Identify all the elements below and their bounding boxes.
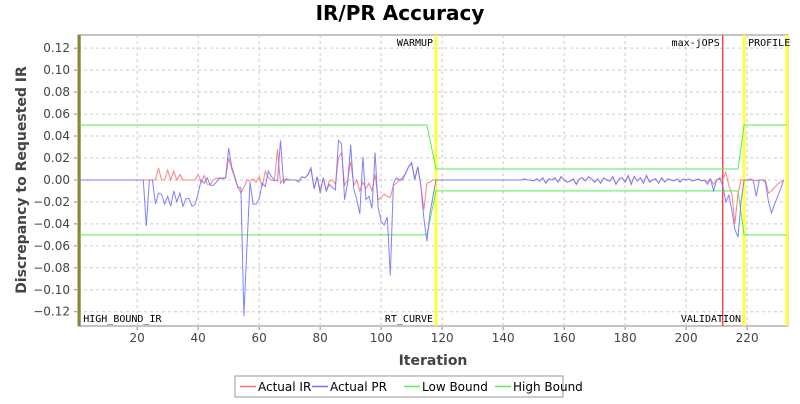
x-tick-label: 160 (553, 331, 576, 345)
marker-label: WARMUP (397, 38, 433, 49)
series-lines (79, 124, 787, 317)
x-tick-label: 120 (431, 331, 454, 345)
legend-label: Low Bound (422, 380, 488, 394)
marker-label: HIGH_BOUND_IR (83, 314, 162, 325)
y-tick-label: 0.08 (43, 85, 70, 99)
legend: Actual IR Actual PR Low Bound High Bound (234, 375, 583, 398)
x-tick-label: 100 (370, 331, 393, 345)
y-tick-label: 0.12 (43, 41, 70, 55)
x-tick-label: 80 (313, 331, 328, 345)
series-line-low-bound (79, 190, 787, 236)
marker-labels: HIGH_BOUND_IR WARMUP RT_CURVE max-jOPS VALID… (83, 38, 790, 325)
y-tick-label: 0.10 (43, 63, 70, 77)
legend-label: Actual IR (258, 380, 311, 394)
y-tick-label: 0.04 (43, 129, 70, 143)
x-ticks: 20 40 60 80 100 120 140 160 180 200 220 (130, 327, 759, 345)
x-tick-label: 60 (252, 331, 267, 345)
x-tick-label: 200 (675, 331, 698, 345)
y-tick-label: −0.04 (33, 217, 70, 231)
x-tick-label: 20 (130, 331, 145, 345)
x-tick-label: 140 (492, 331, 515, 345)
x-tick-label: 220 (736, 331, 759, 345)
y-tick-label: 0.06 (43, 107, 70, 121)
x-tick-label: 180 (614, 331, 637, 345)
legend-label: High Bound (513, 380, 583, 394)
y-axis-label: Discrepancy to Requested IR (14, 66, 30, 294)
y-tick-label: 0.00 (43, 173, 70, 187)
y-tick-label: −0.08 (33, 261, 70, 275)
y-tick-label: −0.06 (33, 239, 70, 253)
marker-label: RT_CURVE (385, 314, 433, 325)
marker-label: PROFILE (748, 38, 790, 49)
marker-label: max-jOPS (672, 38, 720, 49)
x-tick-label: 40 (191, 331, 206, 345)
y-tick-label: −0.10 (33, 283, 70, 297)
legend-label: Actual PR (330, 380, 387, 394)
legend-box (234, 375, 564, 398)
marker-label: VALIDATION (681, 314, 741, 325)
y-tick-label: 0.02 (43, 151, 70, 165)
x-axis-label: Iteration (399, 353, 468, 369)
y-tick-label: −0.12 (33, 305, 70, 319)
y-ticks: −0.12 −0.10 −0.08 −0.06 −0.04 −0.02 0.00 0.02 0.… (33, 41, 77, 319)
y-tick-label: −0.02 (33, 195, 70, 209)
series-line-high-bound (79, 124, 787, 170)
chart-title: IR/PR Accuracy (316, 1, 485, 25)
series-line-actual-pr (79, 139, 785, 317)
